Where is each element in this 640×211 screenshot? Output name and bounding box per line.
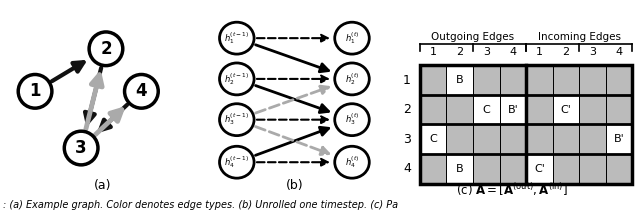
Bar	[447, 154, 473, 184]
Bar	[420, 124, 447, 154]
Bar	[473, 65, 500, 95]
Bar	[499, 65, 526, 95]
Bar	[526, 95, 552, 124]
Bar	[579, 65, 605, 95]
Bar	[473, 124, 500, 154]
Text: 3: 3	[76, 139, 87, 157]
Circle shape	[64, 131, 98, 165]
Circle shape	[220, 146, 254, 178]
Bar	[526, 65, 552, 95]
Text: 4: 4	[136, 82, 147, 100]
Text: 1: 1	[403, 74, 411, 87]
Text: B: B	[456, 164, 463, 174]
Text: : (a) Example graph. Color denotes edge types. (b) Unrolled one timestep. (c) Pa: : (a) Example graph. Color denotes edge …	[3, 200, 398, 210]
Bar	[605, 65, 632, 95]
Text: Outgoing Edges: Outgoing Edges	[431, 32, 515, 42]
Text: $h_1^{(t-1)}$: $h_1^{(t-1)}$	[224, 30, 250, 46]
Text: 3: 3	[589, 47, 596, 57]
Bar	[579, 154, 605, 184]
Text: 1: 1	[29, 82, 41, 100]
Text: $h_3^{(t)}$: $h_3^{(t)}$	[345, 112, 359, 127]
Circle shape	[335, 22, 369, 54]
Text: B: B	[456, 75, 463, 85]
Bar	[447, 95, 473, 124]
Circle shape	[335, 104, 369, 136]
Text: $h_2^{(t-1)}$: $h_2^{(t-1)}$	[224, 71, 250, 87]
Bar	[605, 95, 632, 124]
Text: C': C'	[561, 105, 572, 115]
Text: B': B'	[614, 134, 625, 144]
Text: $h_1^{(t)}$: $h_1^{(t)}$	[345, 30, 359, 46]
Bar	[473, 154, 500, 184]
Text: 4: 4	[616, 47, 623, 57]
Bar	[553, 154, 579, 184]
Bar	[447, 124, 473, 154]
Circle shape	[18, 74, 52, 108]
Circle shape	[125, 74, 158, 108]
Bar	[473, 95, 500, 124]
Circle shape	[220, 104, 254, 136]
Text: 2: 2	[563, 47, 570, 57]
Text: (c) $\mathbf{A} = [\mathbf{A}^{(\mathrm{out})}, \mathbf{A}^{(\mathrm{in})}]$: (c) $\mathbf{A} = [\mathbf{A}^{(\mathrm{…	[456, 181, 568, 198]
Bar	[526, 124, 552, 154]
Text: 2: 2	[403, 103, 411, 116]
Bar	[420, 65, 632, 184]
Bar	[553, 124, 579, 154]
Bar	[499, 95, 526, 124]
Circle shape	[335, 63, 369, 95]
Circle shape	[89, 32, 123, 66]
Bar	[499, 124, 526, 154]
Bar	[605, 154, 632, 184]
Text: 1: 1	[429, 47, 436, 57]
Bar	[579, 124, 605, 154]
Text: C: C	[483, 105, 490, 115]
Text: 2: 2	[456, 47, 463, 57]
Text: $h_4^{(t-1)}$: $h_4^{(t-1)}$	[224, 154, 250, 170]
Bar	[499, 154, 526, 184]
Text: 3: 3	[483, 47, 490, 57]
Circle shape	[335, 146, 369, 178]
Text: (b): (b)	[285, 179, 303, 192]
Bar	[447, 65, 473, 95]
Text: 3: 3	[403, 133, 411, 146]
Text: 1: 1	[536, 47, 543, 57]
Text: C': C'	[534, 164, 545, 174]
Bar	[420, 154, 447, 184]
Text: $h_4^{(t)}$: $h_4^{(t)}$	[345, 154, 359, 170]
Circle shape	[220, 22, 254, 54]
Circle shape	[220, 63, 254, 95]
Text: $h_3^{(t-1)}$: $h_3^{(t-1)}$	[224, 112, 250, 127]
Bar	[420, 95, 447, 124]
Text: C: C	[429, 134, 437, 144]
Bar	[579, 95, 605, 124]
Bar	[420, 65, 447, 95]
Text: 4: 4	[509, 47, 516, 57]
Bar	[526, 154, 552, 184]
Text: B': B'	[508, 105, 518, 115]
Bar	[605, 124, 632, 154]
Bar	[553, 95, 579, 124]
Text: 4: 4	[403, 162, 411, 175]
Text: (a): (a)	[93, 179, 111, 192]
Bar	[553, 65, 579, 95]
Text: Incoming Edges: Incoming Edges	[538, 32, 621, 42]
Text: $h_2^{(t)}$: $h_2^{(t)}$	[345, 71, 359, 87]
Text: 2: 2	[100, 40, 112, 58]
